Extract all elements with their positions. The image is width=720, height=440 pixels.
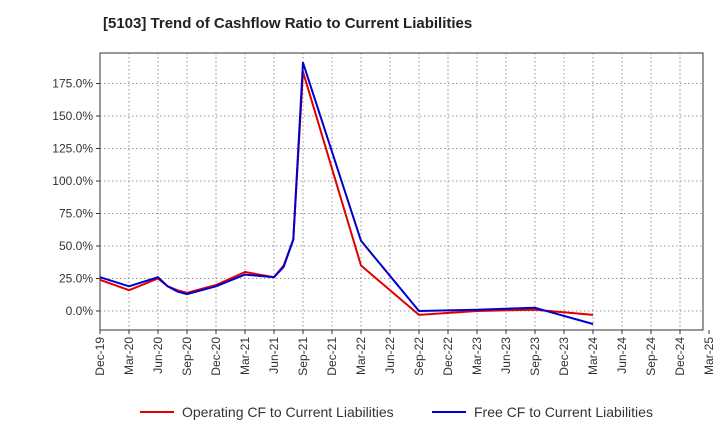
legend-swatch-operating-cf (140, 411, 174, 413)
x-tick-label: Jun-24 (615, 337, 629, 374)
plot-area-frame (99, 52, 704, 331)
y-tick-label: 75.0% (59, 207, 93, 221)
x-tick-label: Dec-20 (209, 337, 223, 376)
y-tick-label: 0.0% (66, 304, 94, 318)
x-tick-label: Jun-23 (499, 337, 513, 374)
y-tick-label: 150.0% (52, 109, 93, 123)
x-tick-label: Sep-20 (180, 337, 194, 376)
chart-title: [5103] Trend of Cashflow Ratio to Curren… (103, 15, 473, 32)
legend-label-free-cf: Free CF to Current Liabilities (474, 404, 653, 420)
x-tick-label: Dec-19 (93, 337, 107, 376)
series-line-free-cf (99, 61, 594, 325)
x-tick-label: Dec-24 (673, 337, 687, 376)
legend-label-operating-cf: Operating CF to Current Liabilities (182, 404, 394, 420)
x-tick-label: Dec-23 (557, 337, 571, 376)
series-layer (99, 61, 594, 325)
y-tick-label: 25.0% (59, 272, 93, 286)
legend-swatch-free-cf (432, 411, 466, 413)
legend-item-operating-cf: Operating CF to Current Liabilities (140, 404, 394, 420)
x-tick-label: Sep-24 (644, 337, 658, 376)
x-tick-label: Jun-22 (383, 337, 397, 374)
x-tick-label: Dec-21 (325, 337, 339, 376)
y-tick-label: 175.0% (52, 77, 93, 91)
grid-layer (100, 53, 703, 330)
x-tick-label: Sep-23 (528, 337, 542, 376)
x-tick-label: Mar-21 (238, 337, 252, 375)
y-tick-label: 50.0% (59, 239, 93, 253)
x-tick-label: Mar-20 (122, 337, 136, 375)
x-tick-label: Mar-25 (702, 337, 716, 375)
y-tick-label: 125.0% (52, 142, 93, 156)
x-tick-label: Jun-20 (151, 337, 165, 374)
legend-item-free-cf: Free CF to Current Liabilities (432, 404, 653, 420)
tick-layer: Dec-19 Mar-20 Jun-20 Sep-20 Dec-20 Mar-21 Jun-… (52, 77, 716, 376)
x-tick-label: Mar-23 (470, 337, 484, 375)
x-tick-label: Sep-22 (412, 337, 426, 376)
x-tick-label: Sep-21 (296, 337, 310, 376)
x-tick-label: Dec-22 (441, 337, 455, 376)
legend: Operating CF to Current Liabilities Free… (0, 404, 720, 426)
x-tick-label: Mar-22 (354, 337, 368, 375)
y-tick-label: 100.0% (52, 174, 93, 188)
x-tick-label: Jun-21 (267, 337, 281, 374)
x-tick-label: Mar-24 (586, 337, 600, 375)
